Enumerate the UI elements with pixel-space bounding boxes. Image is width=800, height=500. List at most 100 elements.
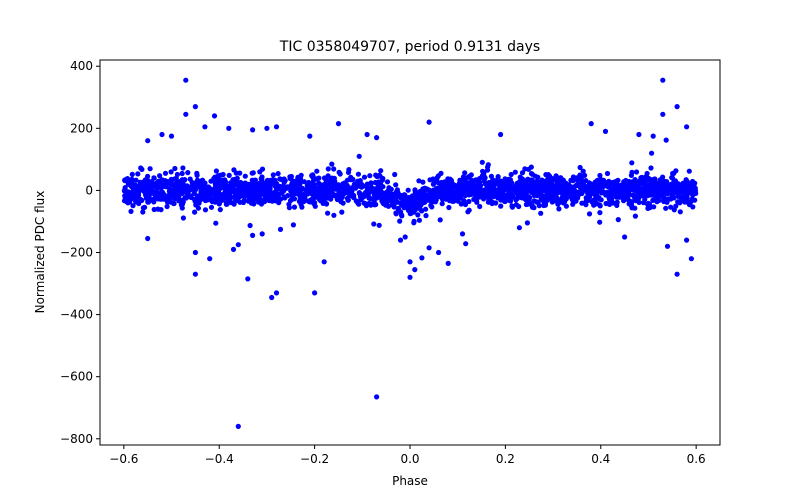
data-point bbox=[139, 166, 145, 172]
data-point bbox=[637, 188, 644, 194]
data-point bbox=[607, 197, 613, 203]
data-point bbox=[160, 183, 167, 189]
data-point bbox=[423, 206, 429, 212]
data-point bbox=[250, 232, 256, 238]
data-point bbox=[465, 209, 471, 215]
data-point bbox=[356, 190, 362, 196]
data-point bbox=[531, 205, 537, 211]
data-point bbox=[509, 203, 515, 209]
data-point bbox=[610, 200, 616, 206]
data-point bbox=[277, 226, 284, 232]
data-point bbox=[264, 125, 270, 131]
data-point bbox=[275, 171, 281, 177]
data-point bbox=[281, 176, 287, 182]
data-point bbox=[208, 189, 214, 195]
data-point bbox=[633, 198, 639, 204]
data-point bbox=[459, 231, 466, 237]
data-point bbox=[586, 186, 592, 192]
data-point bbox=[416, 217, 422, 223]
data-point bbox=[529, 178, 536, 184]
data-point bbox=[168, 189, 174, 195]
data-point bbox=[240, 192, 246, 198]
data-point bbox=[664, 243, 671, 249]
data-point bbox=[580, 168, 586, 174]
data-point bbox=[402, 234, 408, 240]
data-point bbox=[660, 174, 666, 180]
data-point bbox=[383, 202, 389, 208]
data-point bbox=[180, 199, 186, 205]
data-point bbox=[482, 175, 488, 181]
data-point bbox=[519, 195, 526, 201]
data-point bbox=[264, 177, 271, 183]
data-point bbox=[459, 182, 466, 188]
data-point bbox=[135, 171, 141, 177]
data-point bbox=[315, 193, 321, 199]
data-point bbox=[269, 294, 275, 301]
data-point bbox=[219, 195, 225, 201]
data-point bbox=[485, 162, 491, 168]
data-point bbox=[583, 202, 589, 208]
data-point bbox=[264, 195, 270, 201]
data-point bbox=[283, 185, 289, 192]
data-point bbox=[140, 205, 146, 211]
data-point bbox=[226, 184, 232, 190]
data-point bbox=[187, 184, 193, 190]
data-point bbox=[564, 187, 570, 193]
data-point bbox=[641, 200, 647, 206]
y-tick-label: −400 bbox=[60, 308, 93, 322]
data-point bbox=[215, 173, 221, 179]
data-point bbox=[619, 185, 625, 191]
data-point bbox=[677, 182, 684, 188]
data-point bbox=[182, 177, 188, 183]
data-point bbox=[278, 196, 284, 202]
data-point bbox=[657, 183, 663, 189]
data-point bbox=[474, 194, 480, 200]
data-point bbox=[331, 212, 337, 218]
data-point bbox=[563, 203, 570, 209]
data-point bbox=[191, 196, 197, 202]
data-point bbox=[292, 186, 298, 192]
data-point bbox=[208, 197, 214, 203]
data-point bbox=[321, 186, 327, 192]
data-point bbox=[456, 194, 462, 200]
data-point bbox=[291, 204, 298, 210]
data-point bbox=[684, 124, 690, 130]
data-point bbox=[548, 188, 554, 195]
data-point bbox=[373, 172, 379, 178]
data-point bbox=[125, 177, 131, 183]
data-point bbox=[159, 196, 165, 202]
data-point bbox=[215, 187, 221, 193]
data-point bbox=[416, 178, 422, 184]
data-point bbox=[523, 183, 529, 189]
data-point bbox=[157, 180, 163, 186]
data-point bbox=[149, 184, 156, 190]
data-point bbox=[157, 173, 163, 179]
data-point bbox=[130, 203, 136, 209]
x-tick-label: −0.2 bbox=[300, 452, 329, 466]
data-point bbox=[333, 186, 339, 192]
data-point bbox=[412, 204, 418, 210]
data-point bbox=[504, 179, 510, 185]
data-point bbox=[558, 175, 564, 181]
data-point bbox=[588, 121, 594, 127]
data-point bbox=[649, 150, 655, 156]
data-point bbox=[475, 180, 481, 186]
data-point bbox=[172, 176, 178, 182]
data-point bbox=[292, 179, 298, 185]
data-point bbox=[692, 180, 698, 186]
data-point bbox=[459, 190, 465, 196]
data-point bbox=[498, 184, 504, 190]
data-point bbox=[553, 173, 559, 179]
data-point bbox=[412, 187, 418, 193]
data-point bbox=[516, 190, 522, 196]
data-point bbox=[579, 181, 586, 187]
data-point bbox=[289, 192, 295, 198]
data-point bbox=[192, 271, 198, 277]
data-point bbox=[686, 190, 693, 196]
data-point bbox=[180, 215, 186, 221]
data-point bbox=[400, 198, 406, 204]
chart-title: TIC 0358049707, period 0.9131 days bbox=[279, 39, 540, 55]
data-point bbox=[686, 168, 692, 174]
data-point bbox=[151, 206, 157, 213]
data-point bbox=[637, 180, 643, 186]
